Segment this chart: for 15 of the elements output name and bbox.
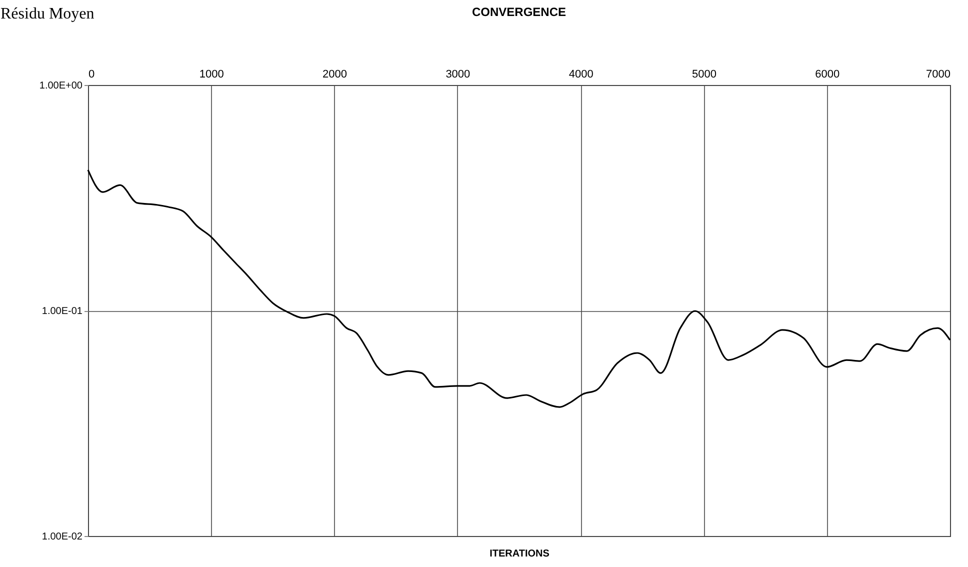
y-tick-label: 1.00E+00	[39, 80, 83, 92]
x-tick-label: 4000	[568, 68, 594, 80]
line-series	[87, 169, 951, 408]
y-axis-title: Résidu Moyen	[0, 6, 94, 22]
x-tick-label: 7000	[926, 68, 950, 80]
x-axis-title: ITERATIONS	[490, 548, 550, 560]
x-tick-label: 0	[88, 68, 95, 80]
y-tick-label: 1.00E-02	[42, 532, 83, 542]
x-tick-label: 5000	[692, 68, 716, 80]
x-tick-label: 1000	[199, 68, 224, 80]
x-tick-label: 6000	[815, 68, 840, 80]
chart-title: CONVERGENCE	[472, 5, 566, 19]
y-tick-label: 1.00E-01	[42, 306, 83, 317]
x-tick-label: 3000	[446, 68, 470, 80]
x-tick-label: 2000	[322, 68, 348, 80]
